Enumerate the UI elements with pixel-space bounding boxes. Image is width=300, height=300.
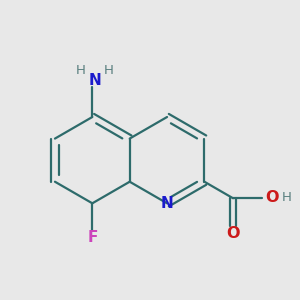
Text: H: H [104, 64, 114, 77]
Text: O: O [226, 226, 240, 241]
Text: N: N [161, 196, 173, 211]
Text: N: N [88, 73, 101, 88]
Text: F: F [87, 230, 98, 245]
Text: H: H [282, 191, 292, 204]
Text: H: H [76, 64, 85, 77]
Text: O: O [265, 190, 278, 205]
